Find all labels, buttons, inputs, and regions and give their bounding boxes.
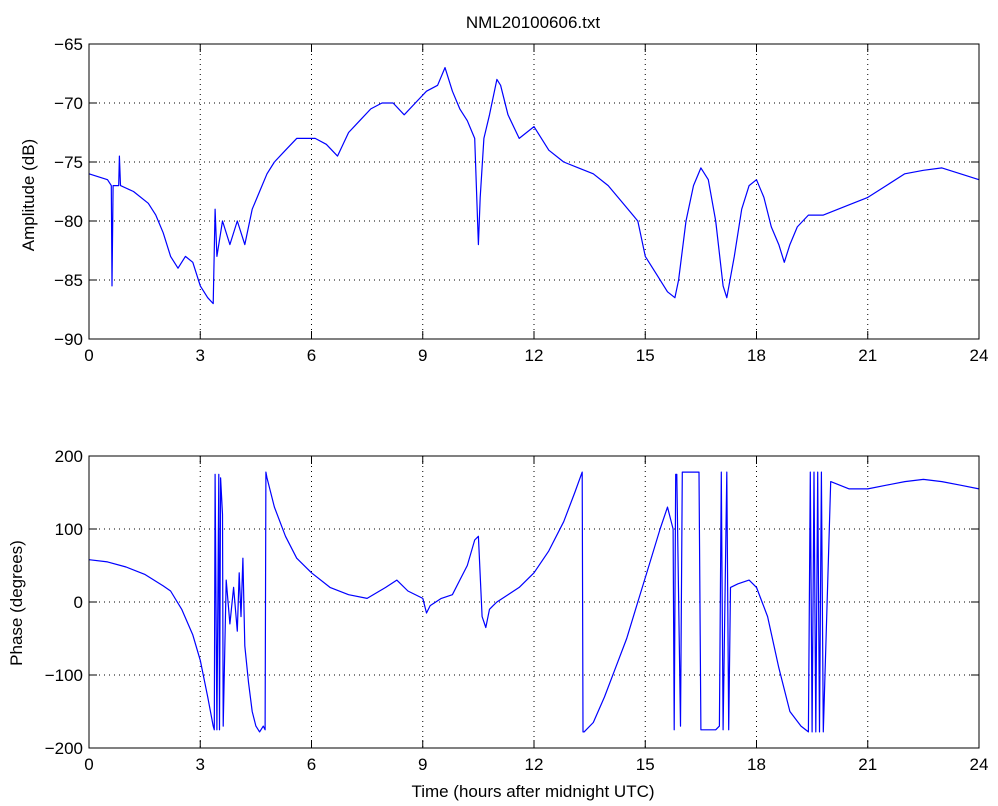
amplitude-x-tick-label: 15 [636,346,655,365]
phase-x-tick-label: 0 [84,755,93,774]
phase-y-tick-label: −200 [45,739,83,758]
amplitude-x-tick-label: 18 [747,346,766,365]
amplitude-series-line [88,66,980,305]
phase-x-tick-label: 24 [970,755,989,774]
amplitude-y-tick-label: −85 [54,271,83,290]
amplitude-x-tick-label: 3 [196,346,205,365]
phase-y-axis-label: Phase (degrees) [7,540,26,666]
amplitude-y-tick-label: −90 [54,330,83,349]
phase-x-tick-label: 18 [747,755,766,774]
phase-y-tick-label: 100 [55,520,83,539]
phase-x-axis-label: Time (hours after midnight UTC) [411,782,654,801]
amplitude-y-tick-label: −75 [54,153,83,172]
phase-y-tick-label: 200 [55,447,83,466]
phase-x-tick-label: 15 [636,755,655,774]
phase-x-tick-label: 12 [525,755,544,774]
amplitude-x-tick-label: 21 [858,346,877,365]
chart-title: NML20100606.txt [466,13,600,32]
phase-y-tick-label: 0 [74,593,83,612]
amplitude-axes-frame [88,43,980,340]
amplitude-y-axis-label: Amplitude (dB) [19,139,38,251]
amplitude-y-tick-label: −80 [54,212,83,231]
amplitude-y-tick-label: −65 [54,35,83,54]
phase-plot: 0 3 6 9 12 15 18 21 24 200 100 0 −100 −200 [45,447,989,774]
amplitude-x-tick-label: 0 [84,346,93,365]
amplitude-x-tick-label: 6 [307,346,316,365]
phase-x-tick-label: 6 [307,755,316,774]
phase-x-tick-label: 3 [196,755,205,774]
amplitude-x-tick-label: 9 [418,346,427,365]
amplitude-y-tick-label: −70 [54,94,83,113]
phase-axes-frame [88,455,980,749]
phase-x-tick-label: 9 [418,755,427,774]
amplitude-x-tick-label: 24 [970,346,989,365]
phase-series-line [88,471,980,733]
phase-x-tick-label: 21 [858,755,877,774]
amplitude-plot: 0 3 6 9 12 15 18 21 24 −65 −70 −75 −80 −85 −90 [54,35,988,365]
phase-y-tick-label: −100 [45,666,83,685]
amplitude-x-tick-label: 12 [525,346,544,365]
